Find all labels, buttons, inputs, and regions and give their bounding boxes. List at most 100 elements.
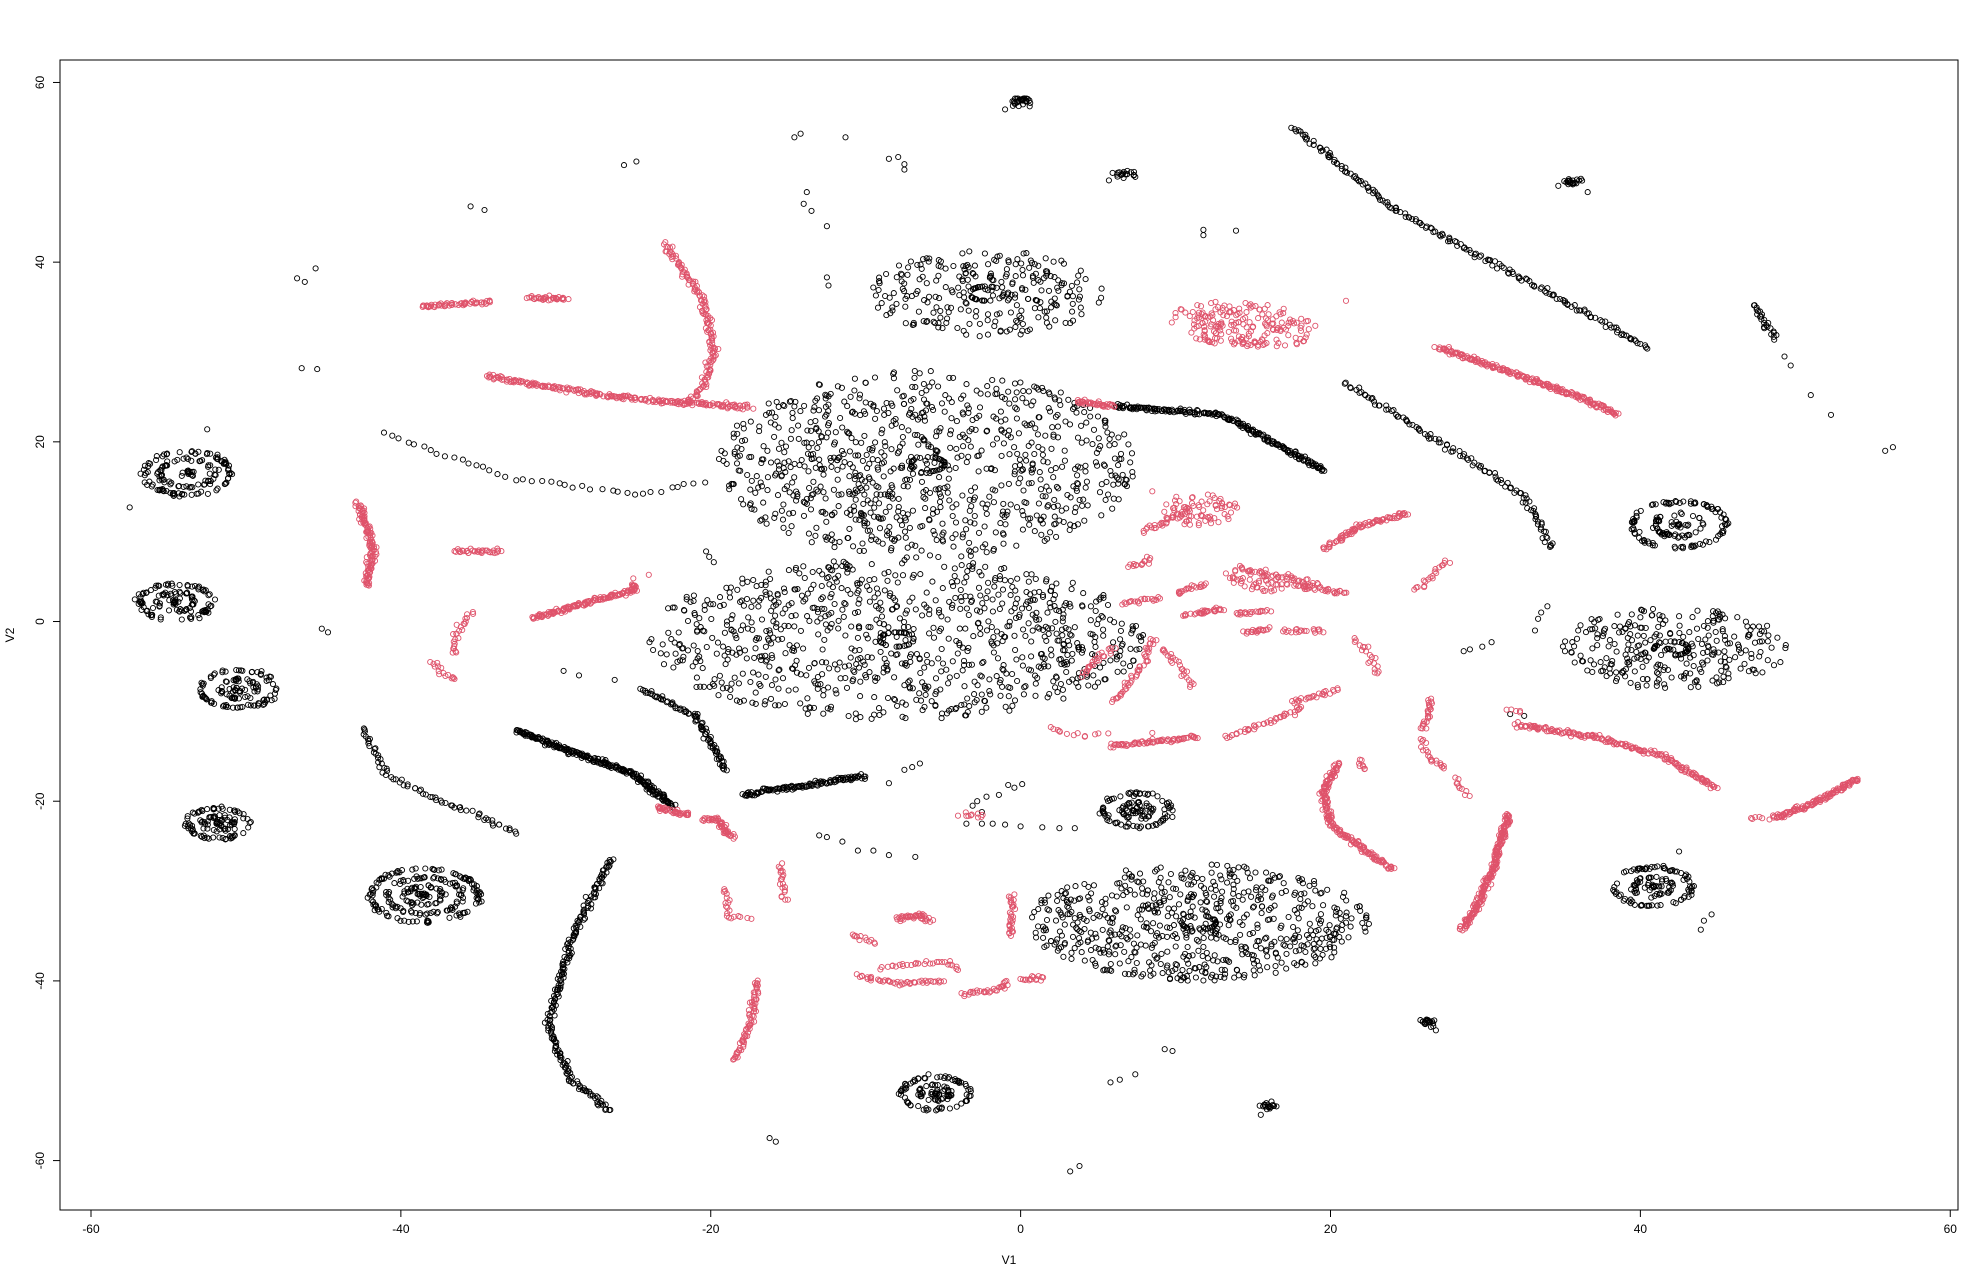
data-point [1074, 472, 1081, 479]
data-point [798, 592, 806, 599]
data-point [528, 478, 535, 485]
data-point [1015, 430, 1022, 437]
data-point [690, 597, 697, 605]
data-point [1371, 401, 1379, 408]
data-point [788, 427, 795, 434]
data-point [752, 645, 759, 652]
data-point [1031, 305, 1038, 312]
data-point [744, 578, 751, 585]
data-point [1068, 955, 1075, 962]
data-point [835, 625, 842, 632]
data-point [1537, 526, 1544, 533]
data-point [941, 408, 948, 415]
data-point [1044, 609, 1051, 616]
data-point [1078, 439, 1085, 446]
data-points [126, 95, 1896, 1175]
data-point [772, 676, 779, 683]
data-point [811, 660, 818, 667]
data-point [899, 572, 907, 579]
data-point [964, 276, 971, 283]
data-point [842, 601, 849, 608]
data-point [1110, 495, 1117, 502]
data-point [1025, 620, 1032, 627]
data-point [1402, 213, 1409, 220]
data-point [789, 479, 796, 486]
data-point [1099, 614, 1106, 621]
data-point [737, 598, 744, 605]
data-point [978, 691, 985, 698]
data-point [922, 691, 929, 698]
data-point [925, 1096, 932, 1103]
data-point [897, 517, 904, 524]
data-point [971, 678, 978, 685]
data-point [1055, 277, 1062, 284]
data-point [1502, 483, 1509, 490]
data-point [966, 248, 973, 255]
data-point [390, 776, 397, 783]
data-point [928, 698, 935, 705]
data-point [1476, 464, 1483, 471]
data-point [936, 474, 943, 481]
data-point [1422, 224, 1429, 231]
data-point [1009, 670, 1016, 678]
data-point [957, 586, 964, 594]
data-point [792, 686, 799, 693]
data-point [1032, 680, 1039, 687]
data-point [1047, 408, 1054, 415]
data-point [766, 663, 773, 670]
data-point [561, 481, 568, 488]
data-point [366, 743, 373, 750]
data-point [869, 456, 876, 463]
data-point [1069, 650, 1076, 657]
data-point [1018, 307, 1025, 314]
data-point [1045, 405, 1052, 412]
data-point [1069, 300, 1076, 307]
data-point [1090, 426, 1098, 433]
data-point [918, 547, 925, 554]
data-point [748, 603, 755, 610]
data-point [918, 478, 926, 485]
data-point [659, 641, 666, 648]
data-point [849, 464, 856, 471]
data-point [927, 368, 934, 375]
data-point [963, 605, 970, 612]
data-point [838, 447, 846, 455]
data-point [680, 480, 687, 488]
data-point [131, 596, 138, 603]
data-point [935, 383, 942, 390]
data-point [1087, 413, 1094, 420]
data-point [1081, 517, 1088, 524]
data-point [1051, 496, 1058, 503]
data-point [946, 1105, 953, 1112]
data-point [1437, 439, 1444, 446]
data-point [945, 635, 952, 642]
data-point [1023, 399, 1030, 406]
data-point [770, 634, 777, 641]
data-point [960, 443, 967, 450]
data-point [438, 799, 445, 806]
data-point [1476, 253, 1483, 260]
data-point [781, 700, 788, 708]
data-point [965, 307, 972, 314]
data-point [1628, 336, 1635, 343]
data-point [819, 571, 826, 578]
data-point [878, 430, 885, 437]
data-point [1227, 416, 1234, 423]
data-point [1105, 491, 1112, 498]
data-point [747, 418, 754, 425]
data-point [781, 589, 788, 596]
data-point [738, 496, 745, 503]
data-point [1634, 340, 1641, 347]
data-point [808, 440, 815, 447]
data-point [762, 643, 769, 650]
data-point [959, 250, 966, 257]
data-point [1319, 466, 1326, 473]
data-point [949, 512, 956, 520]
data-point [979, 600, 986, 607]
data-point [871, 576, 878, 583]
data-point [1280, 880, 1287, 887]
data-point [1531, 283, 1538, 290]
data-point [1253, 431, 1260, 438]
data-point [968, 503, 975, 510]
data-point [1528, 507, 1535, 514]
